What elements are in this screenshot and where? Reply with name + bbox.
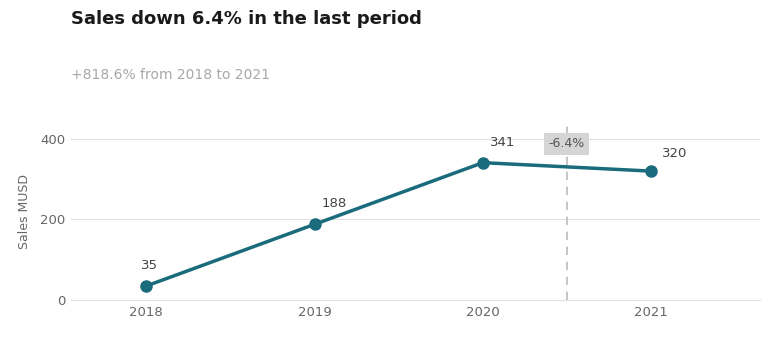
Text: 341: 341 — [490, 136, 515, 149]
Text: 188: 188 — [321, 197, 347, 210]
Text: 35: 35 — [140, 259, 158, 272]
Text: +818.6% from 2018 to 2021: +818.6% from 2018 to 2021 — [71, 68, 270, 82]
Text: -6.4%: -6.4% — [549, 137, 585, 150]
Text: 320: 320 — [662, 147, 688, 160]
Y-axis label: Sales MUSD: Sales MUSD — [18, 174, 31, 249]
Text: Sales down 6.4% in the last period: Sales down 6.4% in the last period — [71, 10, 422, 28]
